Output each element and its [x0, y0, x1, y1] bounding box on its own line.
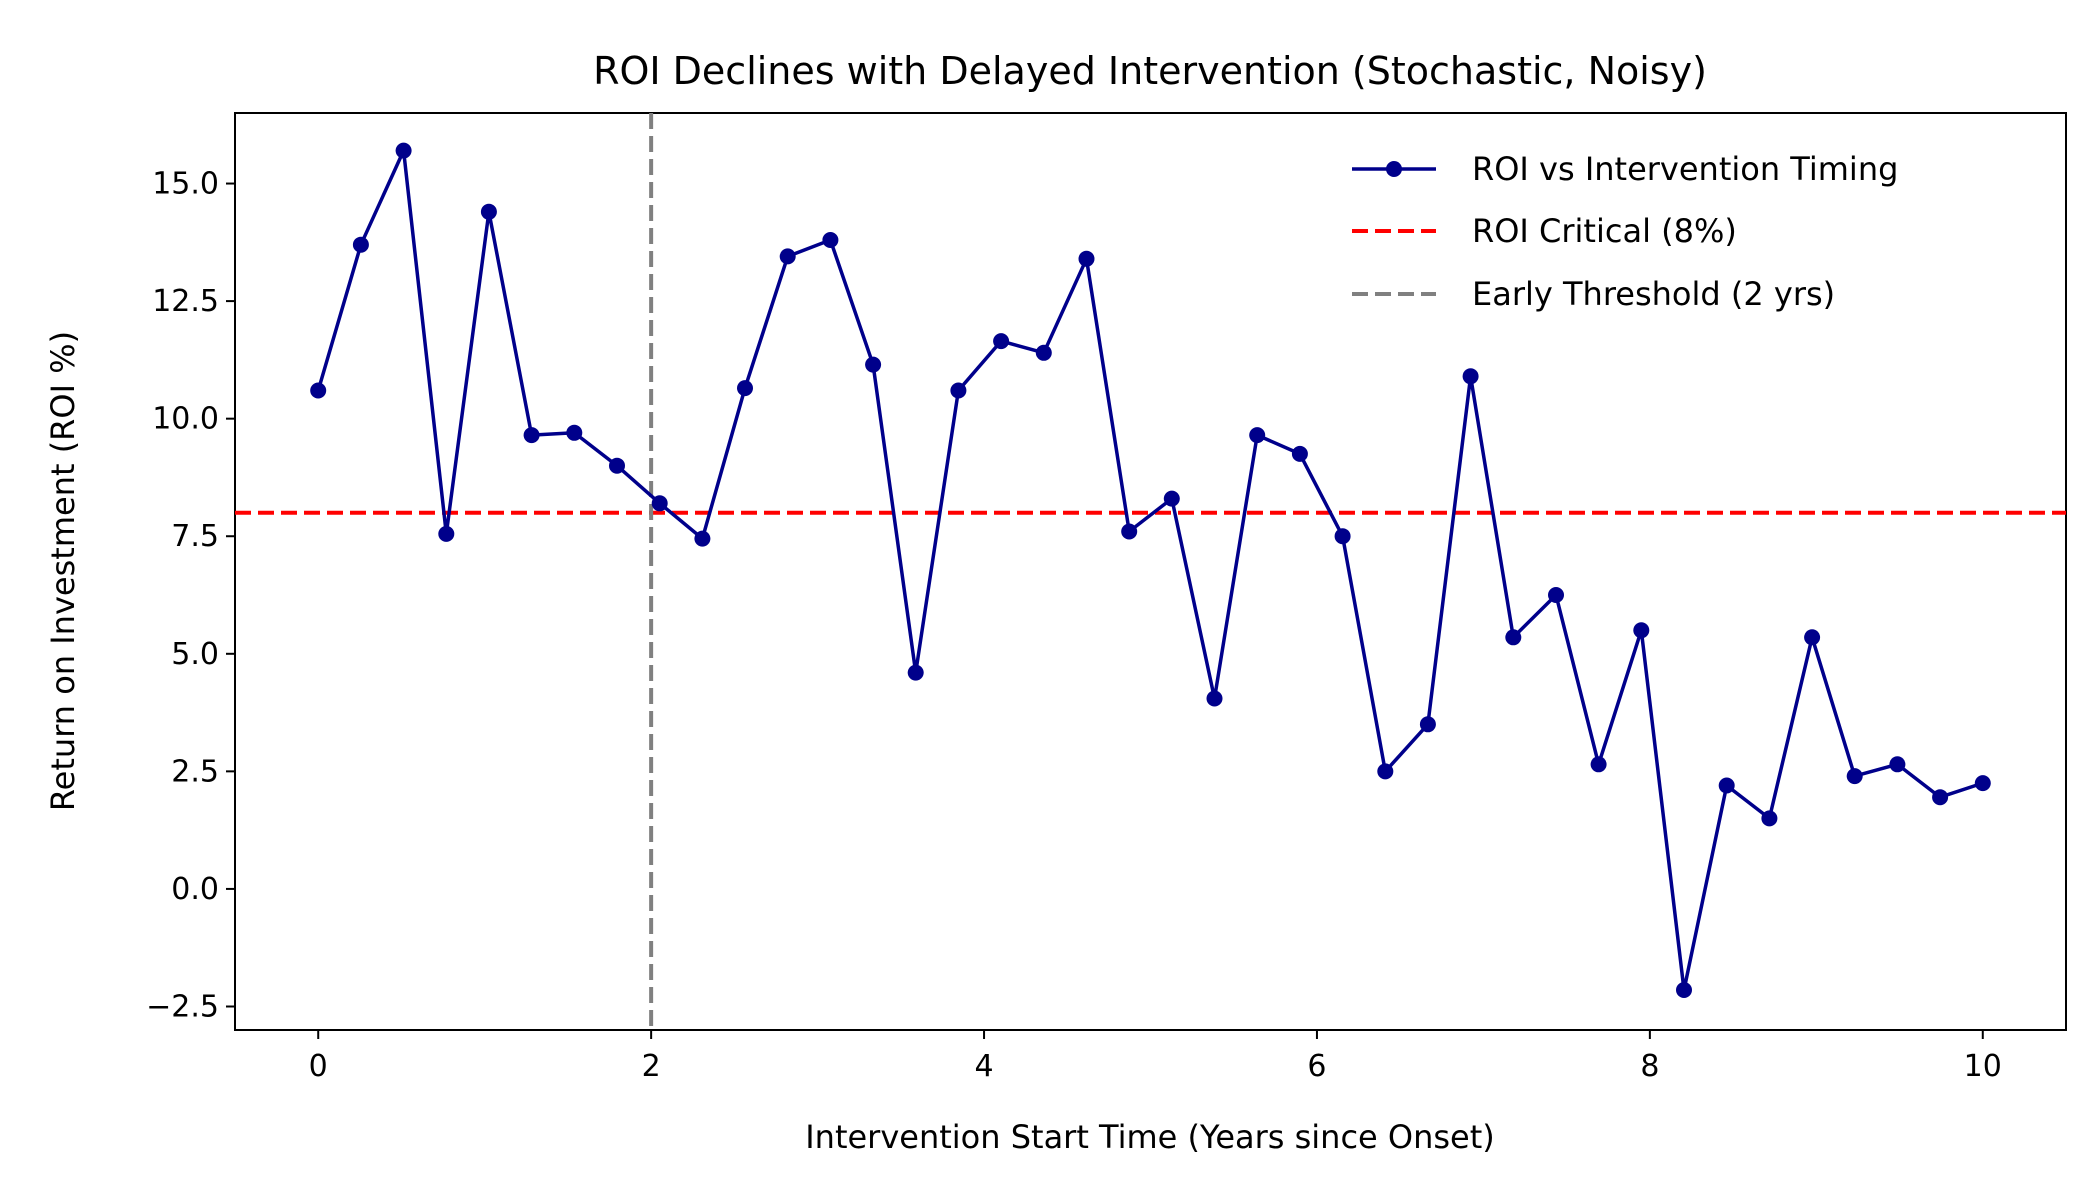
data-point: [438, 525, 455, 542]
data-point: [1078, 250, 1095, 267]
legend-item-roi-critical: ROI Critical (8%): [1352, 212, 1737, 250]
data-point: [1590, 756, 1607, 773]
data-point: [651, 495, 668, 512]
x-tick-label: 4: [974, 1049, 993, 1084]
data-point: [480, 203, 497, 220]
plot-area-frame: [234, 112, 2067, 1031]
data-point: [1291, 445, 1308, 462]
data-point: [1163, 490, 1180, 507]
y-axis-title: Return on Investment (ROI %): [44, 331, 82, 811]
data-point: [1676, 982, 1692, 998]
data-point: [993, 333, 1010, 350]
legend-label: ROI vs Intervention Timing: [1472, 150, 1898, 188]
data-point: [1419, 716, 1436, 733]
x-tick-label: 2: [642, 1049, 661, 1084]
data-point: [1334, 528, 1351, 545]
y-axis: −2.5 0.0 2.5 5.0 7.5 10.0 12.5 15.0: [146, 167, 235, 1024]
data-point: [1462, 368, 1479, 385]
data-point: [1804, 629, 1821, 646]
y-tick-label: 0.0: [171, 872, 219, 907]
x-tick-label: 8: [1640, 1049, 1659, 1084]
data-point: [566, 424, 583, 441]
reference-lines: [235, 113, 2066, 1030]
x-tick-label: 6: [1307, 1049, 1326, 1084]
data-point: [1932, 789, 1949, 806]
x-tick-label: 0: [309, 1049, 328, 1084]
data-point: [1548, 587, 1564, 603]
y-tick-label: 12.5: [152, 284, 219, 319]
y-tick-label: 7.5: [171, 519, 219, 554]
data-point: [310, 382, 327, 399]
data-point: [1718, 777, 1735, 794]
data-point: [1377, 763, 1394, 780]
legend-item-roi-series: ROI vs Intervention Timing: [1352, 150, 1898, 188]
data-point: [1761, 810, 1778, 827]
data-point: [950, 382, 967, 399]
data-point: [1249, 427, 1266, 444]
data-point: [395, 142, 412, 159]
data-point: [523, 427, 540, 444]
legend-label: Early Threshold (2 yrs): [1472, 275, 1835, 313]
data-point: [779, 248, 796, 265]
data-point: [1505, 629, 1522, 646]
data-point: [694, 530, 711, 547]
data-point: [907, 664, 924, 681]
y-tick-label: 5.0: [171, 637, 219, 672]
chart-title: ROI Declines with Delayed Intervention (…: [593, 49, 1707, 93]
legend: ROI vs Intervention Timing ROI Critical (…: [1352, 150, 1898, 313]
data-point: [352, 236, 369, 253]
data-point: [865, 356, 882, 373]
legend-item-early-threshold: Early Threshold (2 yrs): [1352, 275, 1835, 313]
x-axis: 0 2 4 6 8 10: [309, 1030, 2002, 1084]
data-point: [1846, 768, 1863, 785]
data-point: [1633, 622, 1650, 639]
data-point: [1206, 690, 1223, 707]
series-line: [316, 148, 1984, 992]
data-point: [609, 457, 625, 474]
data-point: [737, 380, 753, 397]
data-point: [1121, 523, 1138, 540]
x-axis-title: Intervention Start Time (Years since Ons…: [805, 1118, 1495, 1156]
data-point: [1035, 344, 1052, 361]
y-tick-label: −2.5: [146, 989, 219, 1024]
y-tick-label: 2.5: [171, 754, 219, 789]
y-tick-label: 15.0: [152, 167, 219, 202]
data-point: [822, 232, 839, 248]
x-tick-label: 10: [1964, 1049, 2002, 1084]
y-tick-label: 10.0: [152, 402, 219, 437]
legend-label: ROI Critical (8%): [1472, 212, 1737, 250]
data-point: [1974, 775, 1991, 792]
series-layer: [310, 142, 1991, 998]
data-point: [1889, 756, 1906, 773]
legend-marker-swatch: [1386, 161, 1402, 177]
